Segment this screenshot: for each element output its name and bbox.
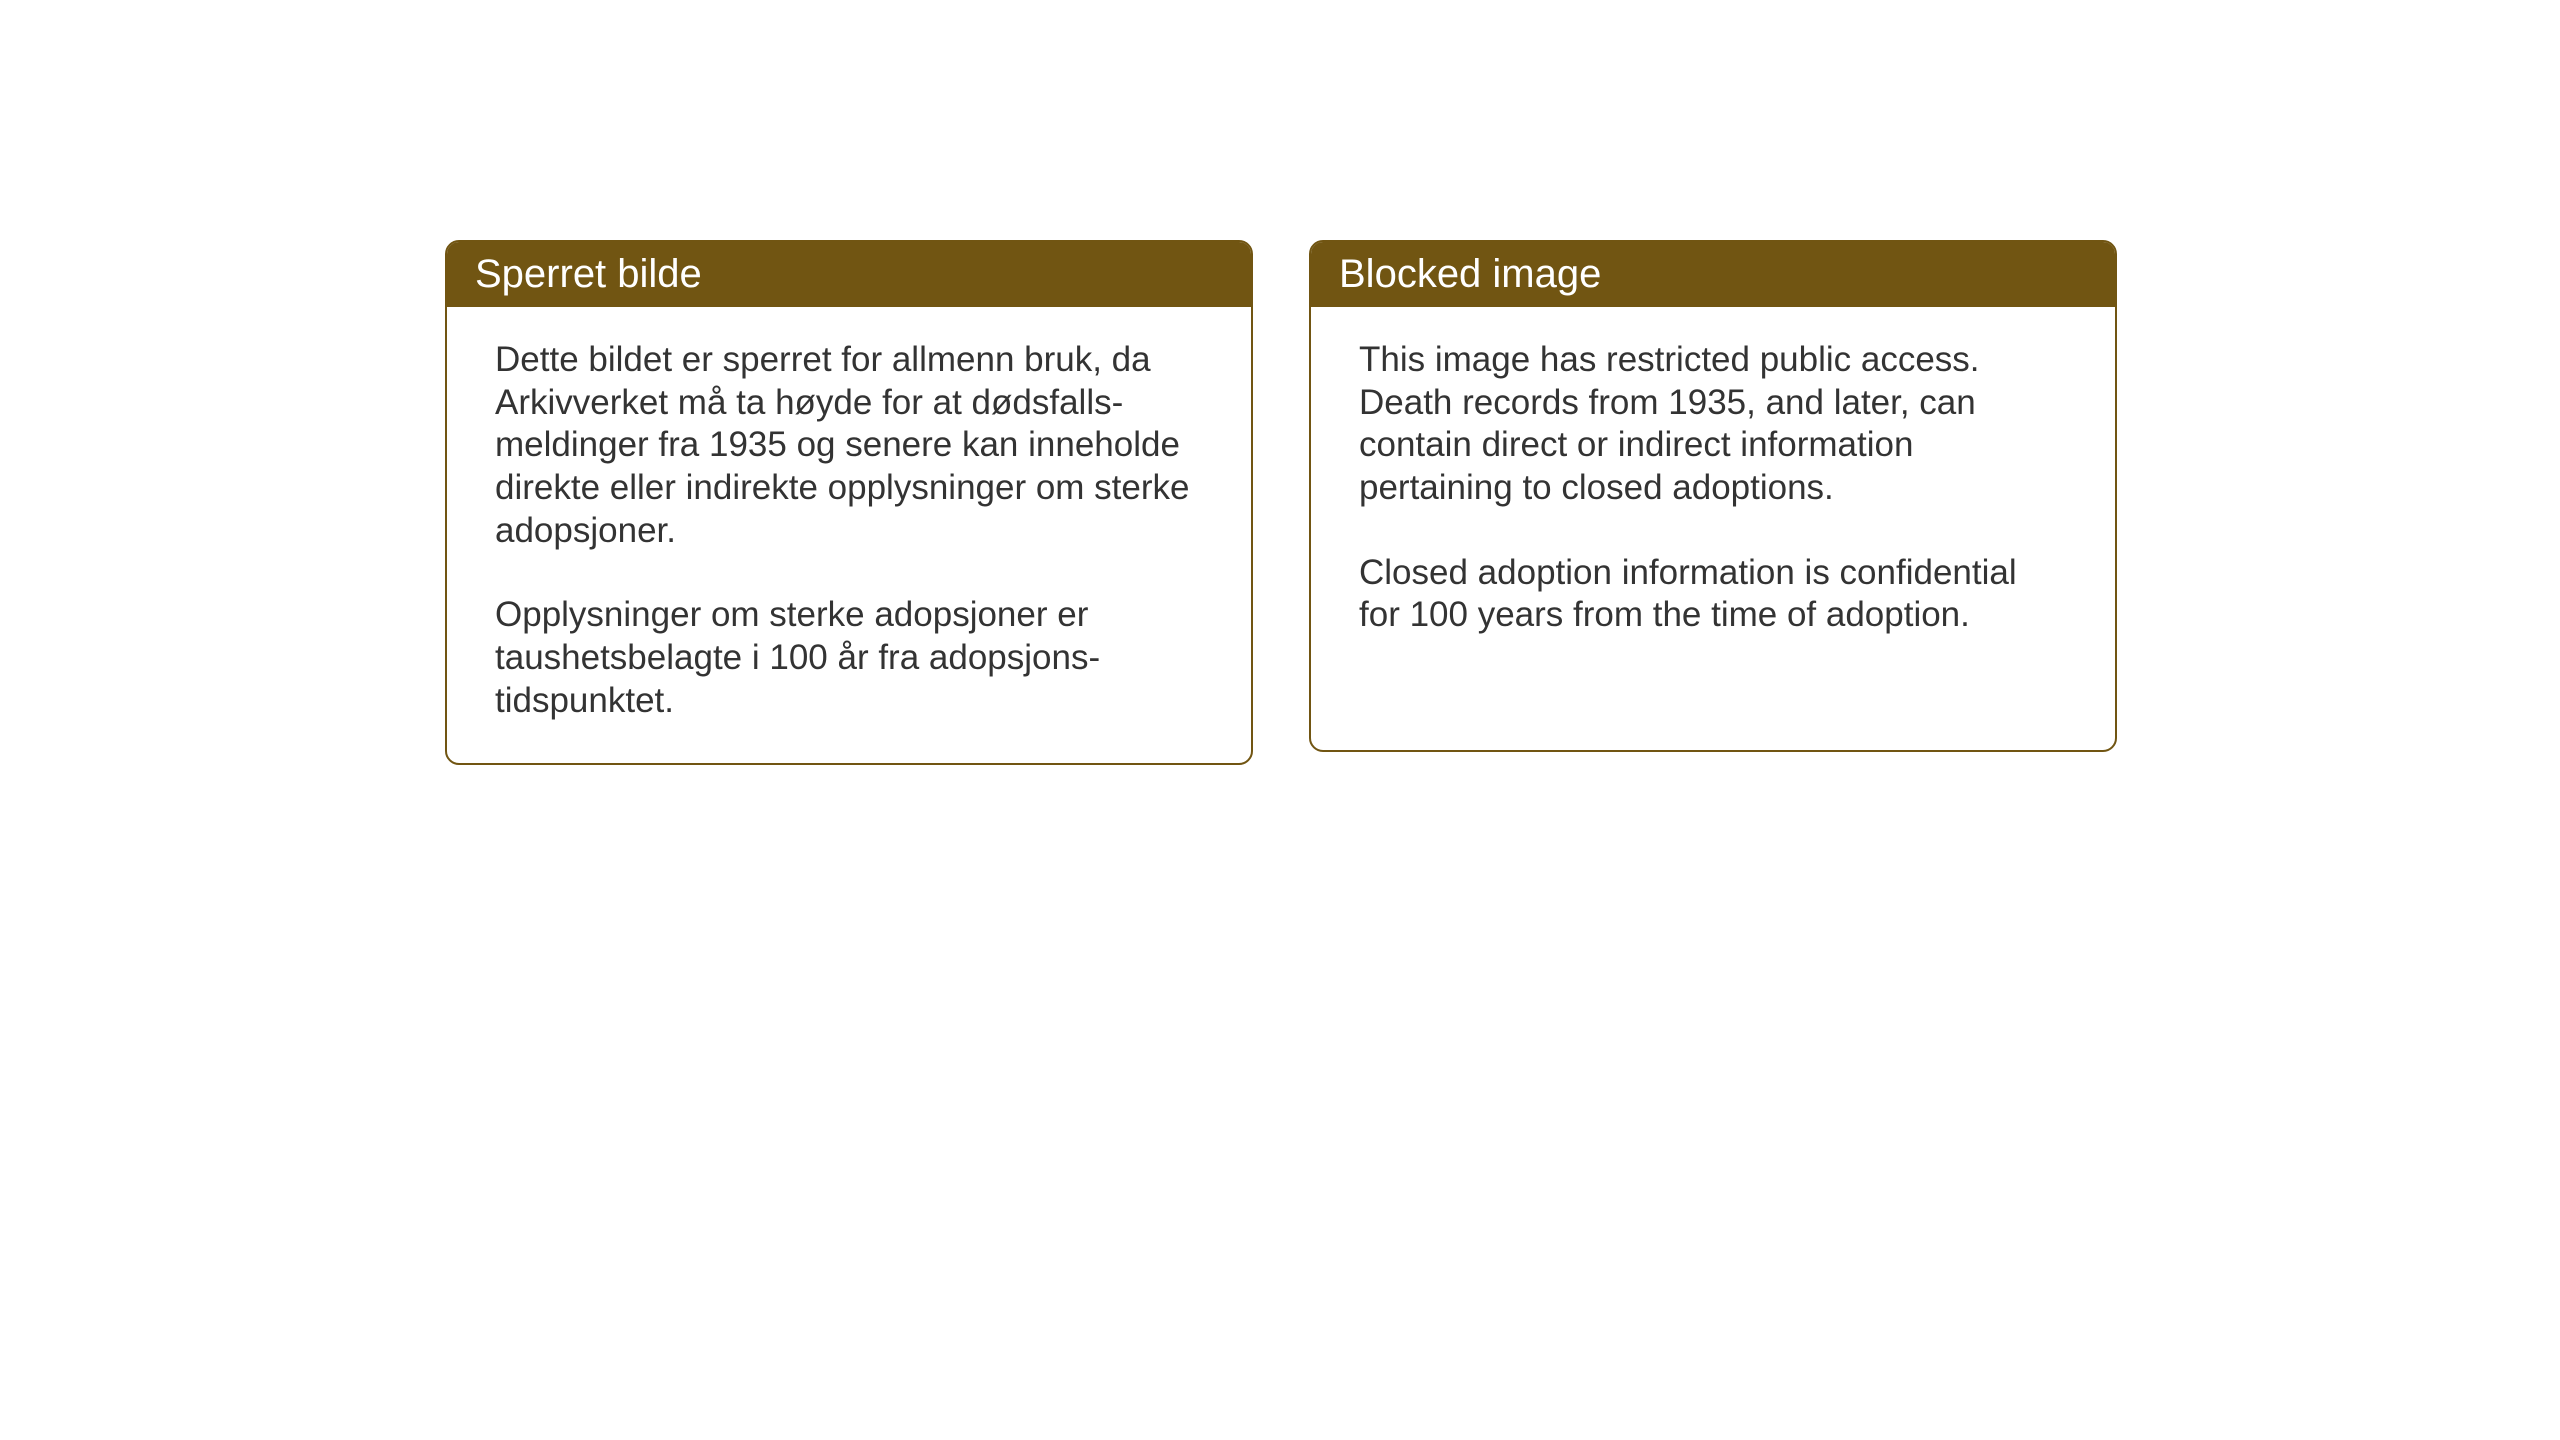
card-paragraph-2-norwegian: Opplysninger om sterke adopsjoner er tau… [495,594,1203,722]
card-paragraph-2-english: Closed adoption information is confident… [1359,552,2067,637]
card-paragraph-1-english: This image has restricted public access.… [1359,339,2067,510]
card-header-english: Blocked image [1311,242,2115,307]
card-body-english: This image has restricted public access.… [1311,307,2115,677]
notice-card-english: Blocked image This image has restricted … [1309,240,2117,752]
card-body-norwegian: Dette bildet er sperret for allmenn bruk… [447,307,1251,763]
card-title-english: Blocked image [1339,252,1601,296]
card-header-norwegian: Sperret bilde [447,242,1251,307]
card-title-norwegian: Sperret bilde [475,252,702,296]
notice-card-norwegian: Sperret bilde Dette bildet er sperret fo… [445,240,1253,765]
notice-container: Sperret bilde Dette bildet er sperret fo… [445,240,2117,765]
card-paragraph-1-norwegian: Dette bildet er sperret for allmenn bruk… [495,339,1203,552]
